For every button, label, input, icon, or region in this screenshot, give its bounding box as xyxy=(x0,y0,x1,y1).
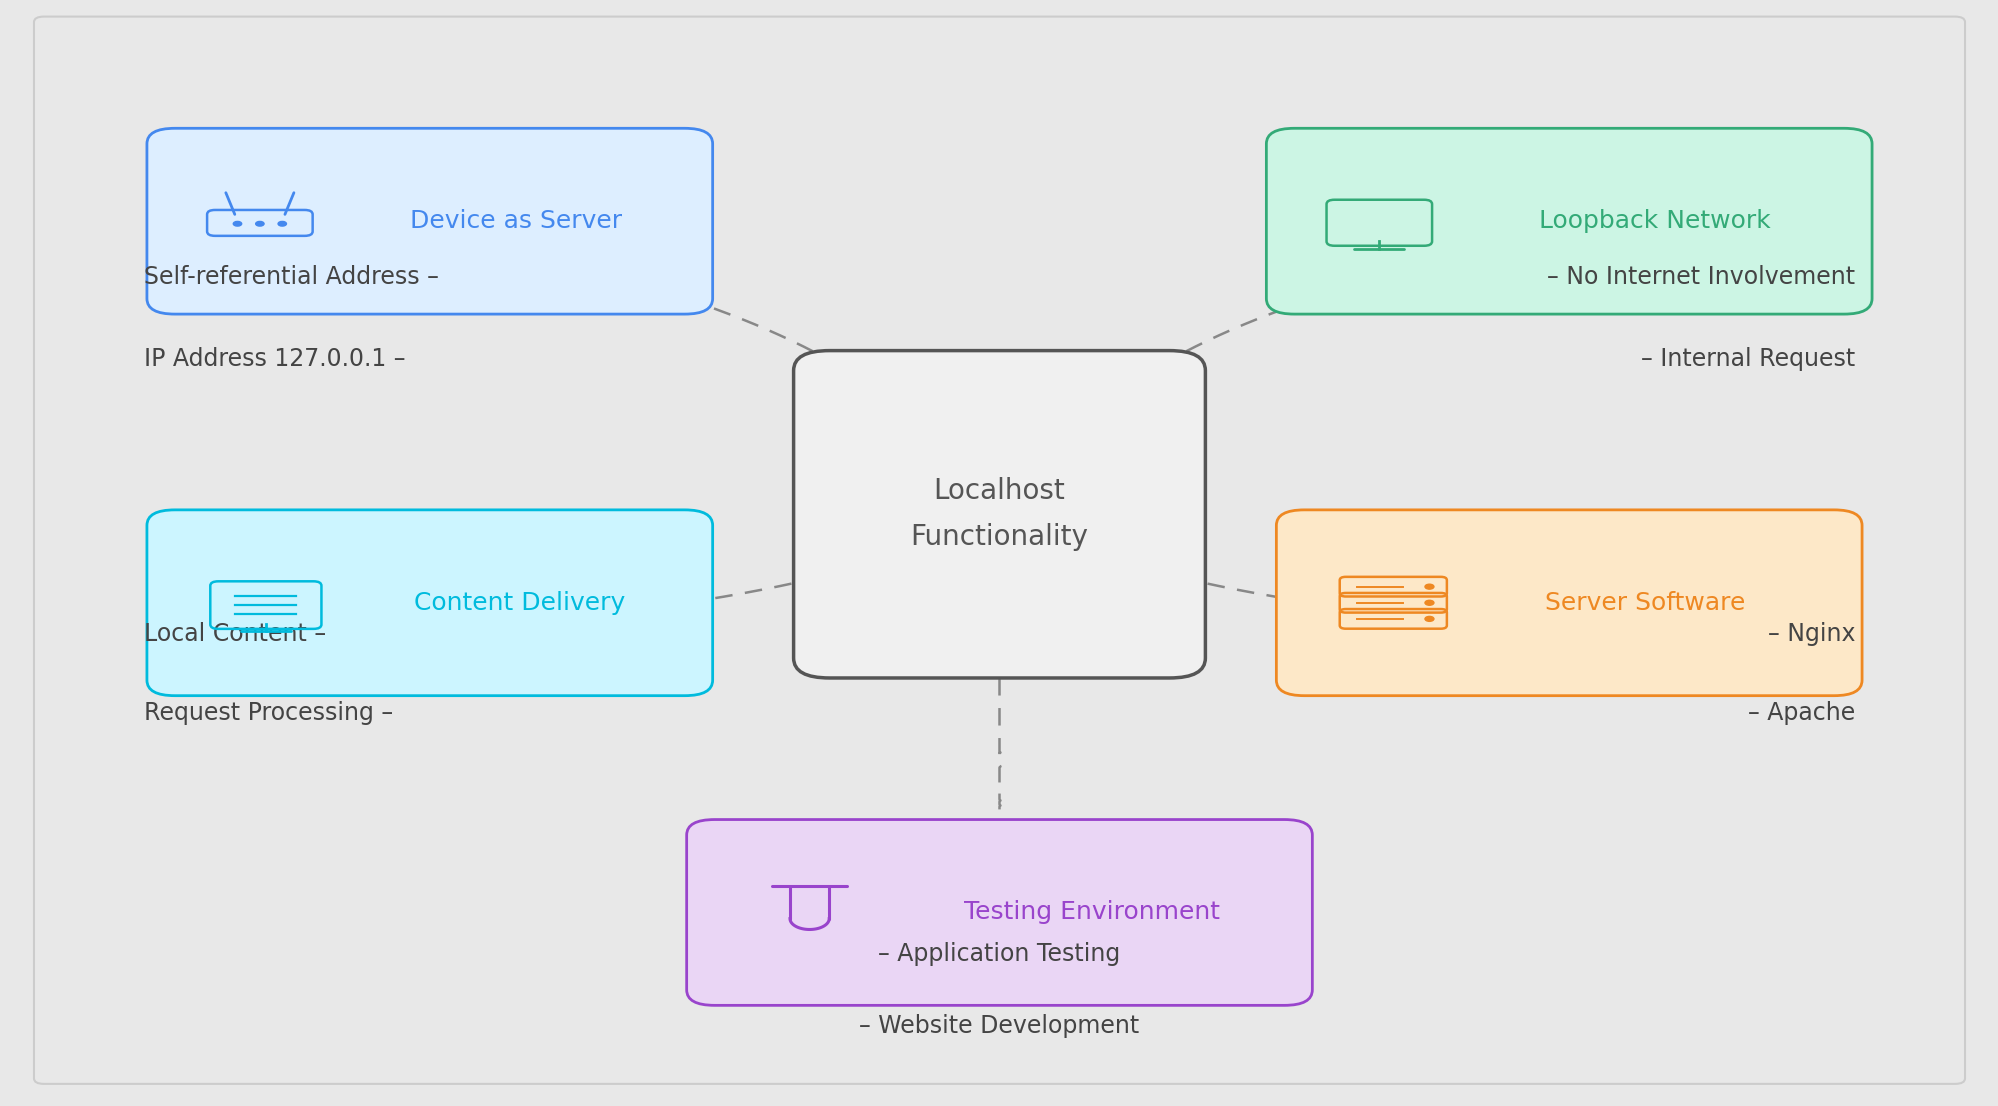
Text: – Internal Request: – Internal Request xyxy=(1640,347,1854,372)
Text: Testing Environment: Testing Environment xyxy=(963,900,1219,925)
FancyBboxPatch shape xyxy=(1277,510,1862,696)
FancyBboxPatch shape xyxy=(148,510,713,696)
FancyBboxPatch shape xyxy=(793,351,1205,678)
Text: – Apache: – Apache xyxy=(1746,701,1854,726)
Text: Local Content –: Local Content – xyxy=(144,622,326,646)
Text: – Website Development: – Website Development xyxy=(859,1014,1139,1039)
Text: Loopback Network: Loopback Network xyxy=(1538,209,1770,233)
Circle shape xyxy=(278,221,286,226)
FancyBboxPatch shape xyxy=(34,17,1964,1084)
Text: Localhost
Functionality: Localhost Functionality xyxy=(911,478,1087,551)
Text: Content Delivery: Content Delivery xyxy=(414,591,625,615)
Text: IP Address 127.0.0.1 –: IP Address 127.0.0.1 – xyxy=(144,347,406,372)
Text: – Application Testing: – Application Testing xyxy=(877,942,1121,967)
Circle shape xyxy=(256,221,264,226)
FancyBboxPatch shape xyxy=(687,820,1313,1005)
Circle shape xyxy=(1425,616,1433,622)
Circle shape xyxy=(234,221,242,226)
FancyBboxPatch shape xyxy=(1267,128,1870,314)
Circle shape xyxy=(1425,584,1433,589)
Text: – Nginx: – Nginx xyxy=(1766,622,1854,646)
Text: Request Processing –: Request Processing – xyxy=(144,701,394,726)
Circle shape xyxy=(1425,601,1433,605)
Text: Server Software: Server Software xyxy=(1544,591,1744,615)
FancyBboxPatch shape xyxy=(148,128,713,314)
Text: Device as Server: Device as Server xyxy=(410,209,621,233)
Text: Self-referential Address –: Self-referential Address – xyxy=(144,264,440,289)
Text: – No Internet Involvement: – No Internet Involvement xyxy=(1546,264,1854,289)
